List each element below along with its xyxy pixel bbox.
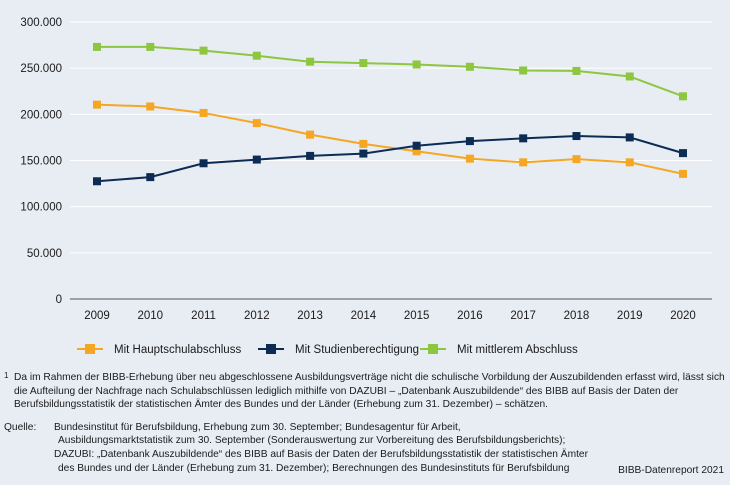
- data-point: [572, 132, 581, 141]
- x-tick-label: 2010: [137, 310, 163, 322]
- y-tick-label: 150.000: [20, 156, 62, 168]
- series-line: [96, 135, 684, 183]
- footnote: 1 Da im Rahmen der BIBB-Erhebung über ne…: [4, 371, 726, 412]
- y-tick-label: 100.000: [20, 202, 62, 214]
- data-point: [306, 130, 315, 139]
- data-point: [199, 159, 208, 168]
- x-axis-ticks: 2009 2010 2011 2012 2013 2014 2015 2016 2017 2018…: [84, 310, 696, 322]
- data-point: [93, 177, 101, 186]
- source-label: Quelle:: [4, 421, 37, 433]
- source-text: Bundesinstitut für Berufsbildung, Erhebu…: [54, 421, 726, 475]
- data-point: [412, 141, 421, 150]
- series-line: [96, 103, 684, 175]
- data-point: [412, 147, 421, 156]
- data-point: [679, 149, 687, 158]
- x-tick-label: 2014: [351, 310, 377, 322]
- x-tick-label: 2018: [564, 310, 590, 322]
- x-tick-label: 2013: [297, 310, 323, 322]
- data-point: [146, 42, 155, 51]
- data-point: [412, 60, 421, 69]
- legend-item: Mit Hauptschulabschluss: [77, 344, 241, 356]
- data-point: [359, 59, 368, 68]
- legend-label: Mit Hauptschulabschluss: [114, 344, 241, 356]
- footnote-marker: 1: [4, 371, 9, 380]
- source-line: DAZUBI: „Datenbank Auszubildende“ des BI…: [54, 448, 588, 460]
- data-point: [572, 155, 581, 164]
- data-point: [625, 133, 634, 142]
- data-point: [359, 149, 368, 158]
- data-point: [359, 139, 368, 148]
- data-point: [465, 137, 474, 146]
- series: [93, 100, 687, 178]
- data-point: [572, 66, 581, 75]
- y-tick-label: 250.000: [20, 63, 62, 75]
- x-tick-label: 2016: [457, 310, 483, 322]
- legend-item: Mit mittlerem Abschluss: [420, 344, 578, 356]
- x-tick-label: 2015: [404, 310, 430, 322]
- series-line: [97, 45, 684, 98]
- data-point: [465, 154, 474, 163]
- source: Quelle: Bundesinstitut für Berufsbildung…: [4, 421, 726, 475]
- x-tick-label: 2019: [617, 310, 643, 322]
- data-point: [519, 134, 528, 143]
- data-point: [252, 51, 261, 60]
- series: [93, 132, 687, 186]
- series-lines: [93, 42, 687, 186]
- y-tick-label: 300.000: [20, 17, 62, 29]
- grid-lines: [70, 21, 712, 300]
- series: [93, 42, 687, 101]
- x-tick-label: 2012: [244, 310, 270, 322]
- data-point: [199, 108, 208, 117]
- legend-marker: [266, 344, 276, 354]
- data-point: [306, 151, 315, 160]
- data-point: [252, 119, 261, 128]
- data-point: [679, 169, 687, 178]
- data-point: [93, 100, 101, 109]
- x-tick-label: 2017: [510, 310, 536, 322]
- data-point: [519, 66, 528, 75]
- y-tick-label: 50.000: [27, 248, 62, 260]
- source-line: Ausbildungsmarktstatistik zum 30. Septem…: [58, 435, 566, 447]
- data-point: [625, 72, 634, 81]
- legend: Mit Hauptschulabschluss Mit Studienberech…: [77, 344, 578, 356]
- data-point: [93, 42, 101, 51]
- data-point: [146, 102, 155, 111]
- source-line: Bundesinstitut für Berufsbildung, Erhebu…: [54, 421, 461, 433]
- credit: BIBB-Datenreport 2021: [618, 465, 724, 476]
- y-tick-label: 0: [56, 294, 62, 306]
- notes: 1 Da im Rahmen der BIBB-Erhebung über ne…: [4, 371, 726, 475]
- data-point: [252, 155, 261, 164]
- legend-item: Mit Studienberechtigung: [258, 344, 419, 356]
- x-tick-label: 2009: [84, 310, 110, 322]
- data-point: [465, 62, 474, 71]
- line-chart: 0 50.000 100.000 150.000 200.000 250.000 300.0…: [20, 17, 712, 356]
- data-point: [625, 158, 634, 167]
- legend-marker: [428, 344, 438, 354]
- y-axis-ticks: 0 50.000 100.000 150.000 200.000 250.000 300.0…: [20, 17, 62, 306]
- y-tick-label: 200.000: [20, 109, 62, 121]
- data-point: [199, 46, 208, 55]
- legend-label: Mit mittlerem Abschluss: [457, 344, 578, 356]
- data-point: [306, 57, 315, 66]
- legend-marker: [85, 344, 95, 354]
- x-tick-label: 2020: [670, 310, 696, 322]
- data-point: [679, 92, 687, 101]
- source-line: des Bundes und der Länder (Erhebung zum …: [58, 462, 570, 474]
- data-point: [146, 173, 155, 182]
- footnote-text: Da im Rahmen der BIBB-Erhebung über neu …: [14, 372, 725, 411]
- data-point: [519, 158, 528, 167]
- legend-label: Mit Studienberechtigung: [295, 344, 419, 356]
- x-tick-label: 2011: [191, 310, 216, 322]
